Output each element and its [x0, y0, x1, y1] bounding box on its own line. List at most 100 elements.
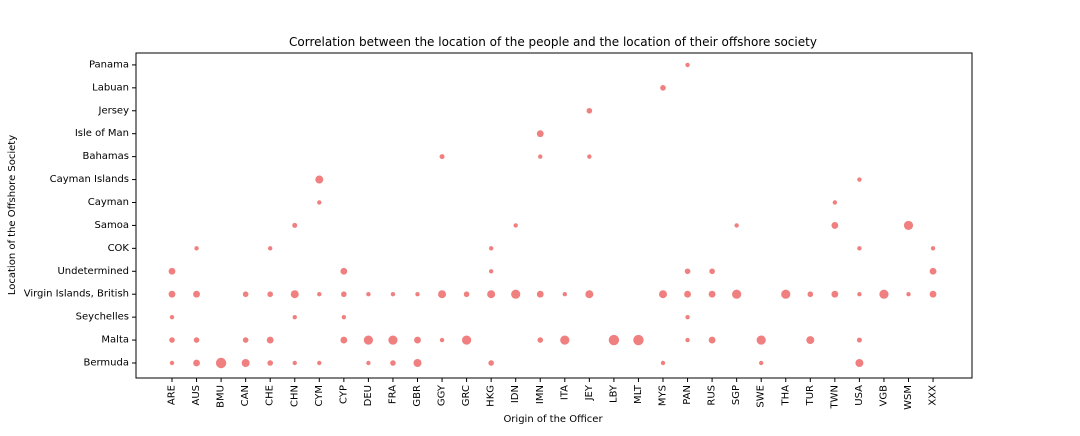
y-tick-label: Panama: [89, 59, 129, 70]
x-tick-label: SGP: [731, 385, 742, 405]
x-tick-label: GRC: [461, 385, 472, 406]
data-point: [341, 314, 347, 320]
y-tick-label: Bahamas: [82, 151, 129, 162]
x-tick-label: CAN: [240, 385, 251, 406]
data-point: [462, 335, 472, 345]
data-point: [193, 337, 200, 343]
data-point: [857, 246, 862, 251]
data-point: [537, 337, 544, 343]
data-point: [756, 335, 766, 345]
data-point: [292, 314, 297, 320]
data-point: [608, 334, 620, 346]
data-point: [906, 292, 911, 297]
y-tick-label: Seychelles: [76, 312, 129, 323]
data-point: [290, 290, 299, 299]
y-tick-label: Jersey: [98, 105, 130, 116]
data-point: [660, 85, 666, 91]
data-point: [242, 291, 249, 298]
data-point: [317, 292, 322, 297]
x-tick-label: HKG: [486, 385, 497, 407]
data-point: [513, 223, 518, 228]
x-tick-label: IMN: [535, 385, 546, 404]
y-tick-label: Cayman: [88, 197, 129, 208]
data-point: [585, 290, 594, 299]
data-point: [734, 223, 739, 228]
x-tick-label: GGY: [437, 384, 448, 406]
data-point: [708, 336, 716, 344]
data-point: [241, 359, 250, 367]
data-point: [439, 154, 445, 160]
data-point: [266, 336, 274, 344]
data-point: [388, 335, 398, 345]
data-point: [340, 267, 348, 275]
data-point: [215, 357, 227, 369]
data-point: [169, 314, 175, 320]
data-point: [903, 220, 914, 231]
data-point: [267, 360, 274, 366]
x-tick-label: TUR: [805, 385, 816, 406]
data-point: [660, 360, 666, 366]
data-point: [488, 246, 494, 251]
data-point: [929, 290, 937, 298]
x-tick-label: USA: [854, 385, 865, 406]
data-point: [732, 289, 742, 299]
x-tick-label: CYP: [338, 385, 349, 404]
data-point: [341, 291, 347, 298]
data-point: [390, 292, 396, 297]
x-tick-label: RUS: [707, 385, 718, 406]
data-point: [562, 292, 567, 297]
x-tick-label: ITA: [559, 385, 570, 400]
x-tick-label: CHN: [289, 385, 300, 407]
data-point: [340, 336, 348, 344]
x-tick-label: AUS: [191, 385, 202, 406]
x-tick-label: WSM: [903, 385, 914, 410]
data-point: [685, 62, 690, 68]
x-tick-label: DEU: [363, 385, 374, 406]
data-point: [193, 290, 200, 298]
x-tick-label: MLT: [633, 384, 644, 404]
data-point: [684, 268, 691, 275]
x-tick-label: FRA: [387, 385, 398, 404]
x-tick-label: ARE: [167, 385, 178, 405]
x-tick-label: JEY: [584, 384, 595, 401]
y-tick-label: Isle of Man: [75, 128, 129, 139]
data-point: [684, 290, 691, 298]
data-point: [855, 359, 864, 367]
data-point: [759, 360, 764, 366]
data-point: [536, 290, 544, 298]
data-point: [587, 154, 592, 159]
x-tick-label: MYS: [658, 385, 669, 406]
data-point: [708, 290, 716, 298]
data-point: [929, 267, 937, 275]
data-point: [366, 360, 371, 366]
data-point: [414, 336, 421, 344]
data-point: [317, 360, 322, 366]
data-point: [315, 175, 324, 184]
data-point: [659, 290, 667, 299]
data-point: [685, 314, 690, 320]
y-axis-label: Location of the Offshore Society: [7, 135, 18, 295]
data-point: [879, 289, 889, 299]
data-point: [194, 246, 199, 251]
x-tick-label: TWN: [829, 385, 840, 409]
y-tick-label: COK: [108, 243, 130, 254]
x-tick-label: XXX: [928, 385, 939, 406]
x-tick-label: VGB: [878, 385, 889, 407]
plot-frame: [135, 52, 973, 379]
data-point: [831, 222, 839, 229]
y-tick-label: Virgin Islands, British: [24, 289, 129, 300]
data-point: [438, 290, 447, 299]
data-point: [633, 334, 644, 346]
points-layer: [168, 62, 937, 369]
data-point: [857, 292, 862, 297]
x-tick-label: IDN: [510, 385, 521, 403]
data-point: [487, 290, 496, 299]
x-tick-label: CHE: [265, 385, 276, 406]
data-point: [413, 359, 422, 367]
x-tick-label: CYM: [314, 385, 325, 407]
data-point: [169, 360, 175, 366]
data-point: [463, 291, 470, 298]
data-point: [685, 337, 690, 343]
